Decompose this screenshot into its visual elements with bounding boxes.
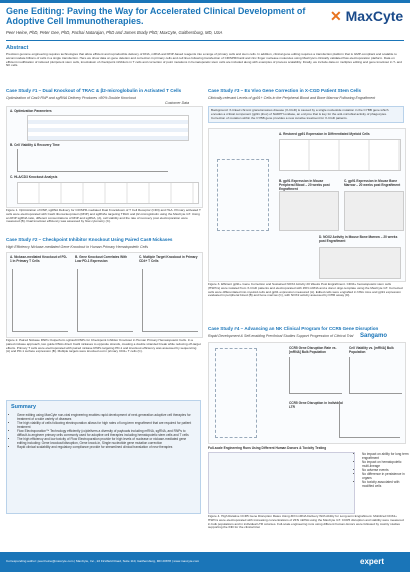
outcome-bullet: No adverse events	[362, 468, 410, 472]
figure-1-caption: Figure 1. Optimization of RNP, sgRNA Del…	[6, 208, 201, 224]
panel-title: A. Optimization Parameters	[10, 109, 52, 113]
summary-heading: Summary	[11, 404, 37, 410]
plot-area	[339, 401, 400, 438]
footer: Corresponding author: peer.heine@maxcyte…	[0, 552, 410, 572]
flow-plots	[319, 247, 401, 279]
summary-bullet: Flow Electroporation™ Technology efficie…	[17, 429, 196, 437]
panel-title: C. HLA/CD3 Knockout Analysis	[10, 175, 58, 179]
case2-subtitle: High Efficiency Nickase-mediated Gene Kn…	[6, 245, 149, 249]
case1-title: Case Study #1 – Dual Knockout of TRAC & …	[6, 88, 182, 93]
case1-note: Customer Data	[165, 101, 190, 105]
figure-1: A. Optimization Parameters B. Cell Viabi…	[6, 106, 203, 208]
summary-bullet: The high viability of cells following el…	[17, 421, 196, 429]
figure-4-caption: Figure 4. High Relative CCR5 Gene Disrup…	[208, 514, 404, 530]
footer-text: Corresponding author: peer.heine@maxcyte…	[6, 559, 200, 563]
panel-title: B. Cell Viability & Recovery Time	[10, 143, 60, 147]
case2-title: Case Study #2 – Checkpoint Inhibitor Kno…	[6, 237, 173, 242]
plot-area	[12, 269, 68, 332]
plot-area	[142, 269, 198, 332]
partner-logo: Sangamo	[360, 333, 388, 339]
outcome-bullet: No impact on hematopoietic multi-lineage	[362, 460, 410, 468]
summary-bullet: Rapid clinical scalability and regulator…	[17, 445, 196, 449]
rule	[6, 40, 404, 41]
engineering-runs-graphic	[208, 452, 355, 514]
figure-3: A. Restored gp91 Expression in Different…	[208, 128, 406, 282]
panel-title: A. Restored gp91 Expression in Different…	[279, 132, 370, 136]
figure-2: A. Nickase-mediated Knockout of PD-1 in …	[6, 252, 203, 338]
authors: Peer Heine, PhD, Peter Gee, PhD, Pachai …	[6, 30, 223, 35]
plot-area	[289, 357, 342, 394]
table-title: Full-scale Engineering Runs Using Differ…	[208, 446, 327, 450]
summary-bullet: The high efficiency and low toxicity of …	[17, 437, 196, 445]
figure-2-caption: Figure 2. Paired Nickase RNPs Outperform…	[6, 338, 201, 354]
top-bar	[0, 0, 410, 3]
case4-title: Case Study #4 – Advancing an NK Clinical…	[208, 326, 379, 331]
logo-text: MaxCyte	[345, 8, 404, 24]
logo: ✕ MaxCyte	[330, 8, 404, 24]
flow-plots	[344, 191, 404, 231]
abstract-heading: Abstract	[6, 45, 29, 51]
plot-area	[17, 149, 168, 172]
flow-plots	[17, 182, 199, 204]
workflow-diagram	[215, 348, 257, 438]
panel-title: D. NOX2 Activity in Mouse Bone Marrow – …	[319, 235, 398, 243]
case3-background: Background: X-linked chronic granulomato…	[208, 106, 404, 124]
outcome-bullet: No difference in persistence in organs	[362, 472, 410, 480]
panel-title: Cell Viability vs. [mRNA] Bulk Populatio…	[349, 346, 394, 354]
panel-title: B. gp91 Expression in Mouse Peripheral B…	[279, 179, 330, 191]
plot-area	[349, 357, 402, 394]
panel-title: CCR5 Gene Disruption in Individual LTR	[289, 401, 343, 409]
flow-plots	[279, 139, 401, 171]
panel-title: B. Gene Knockout Correlates With Low PD-…	[75, 255, 128, 263]
panel-title: A. Nickase-mediated Knockout of PD-1 in …	[10, 255, 68, 263]
figure-3-caption: Figure 3. Efficient gp91+ Gene Correctio…	[208, 282, 403, 298]
workflow-diagram	[217, 159, 269, 231]
panel-title: C. Multiple Target Knockout in Primary C…	[139, 255, 198, 263]
title: Gene Editing: Paving the Way for Acceler…	[6, 6, 306, 26]
abstract-text: Precision genome engineering requires te…	[6, 52, 402, 68]
flow-plots	[279, 191, 339, 231]
case3-subtitle: Clinically-relevant Levels of gp91+ Cell…	[208, 96, 376, 100]
panel-title: C. gp91 Expression in Mouse Bone Marrow …	[344, 179, 401, 187]
plot-area	[77, 269, 133, 332]
outcome-bullet: No impact on ability for long term engra…	[362, 452, 410, 460]
footer-logo: expert	[360, 557, 385, 566]
summary-bullet: Gene editing using MaxCyte non-viral eng…	[17, 413, 196, 421]
table-graphic	[27, 115, 189, 141]
case3-title: Case Study #3 – Ex Vivo Gene Correction …	[208, 88, 362, 93]
case1-subtitle: Optimization of Cas9 RNP and sgRNA Deliv…	[6, 96, 136, 100]
summary-box: Summary Gene editing using MaxCyte non-v…	[6, 400, 201, 514]
panel-title: CCR5 Gene Disruption Rate vs. [mRNA] Bul…	[289, 346, 337, 354]
outcome-bullet: No toxicity associated with modified cel…	[362, 480, 410, 488]
figure-4: CCR5 Gene Disruption Rate vs. [mRNA] Bul…	[208, 342, 406, 444]
case4-subtitle: Rapid Development & Self-enabling Precli…	[208, 334, 354, 338]
